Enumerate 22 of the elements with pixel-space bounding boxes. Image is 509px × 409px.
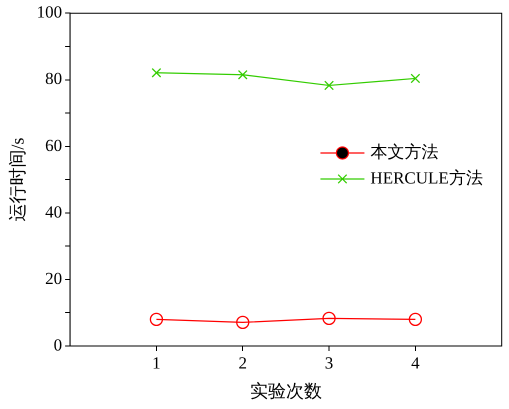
x-tick-label: 2 xyxy=(238,354,247,373)
point xyxy=(236,316,250,330)
point xyxy=(408,312,422,326)
y-axis-title: 运行时间/s xyxy=(8,138,28,222)
point xyxy=(324,80,334,90)
legend-label: HERCULE方法 xyxy=(370,168,483,188)
x-tick-label: 3 xyxy=(324,354,334,373)
y-tick-label: 60 xyxy=(45,136,62,155)
y-tick-label: 40 xyxy=(45,202,62,222)
x-tick-label: 4 xyxy=(411,354,420,373)
y-tick-label: 20 xyxy=(45,268,62,288)
x-axis-title: 实验次数 xyxy=(250,380,322,401)
point xyxy=(322,312,336,326)
y-tick-label: 100 xyxy=(36,2,62,22)
point xyxy=(238,70,248,80)
x-tick-label: 1 xyxy=(152,354,161,373)
legend-label: 本文方法 xyxy=(370,142,438,162)
y-tick-label: 0 xyxy=(54,335,62,354)
point xyxy=(152,68,162,78)
point xyxy=(410,74,420,84)
point xyxy=(150,312,164,326)
y-tick-label: 80 xyxy=(45,69,62,88)
